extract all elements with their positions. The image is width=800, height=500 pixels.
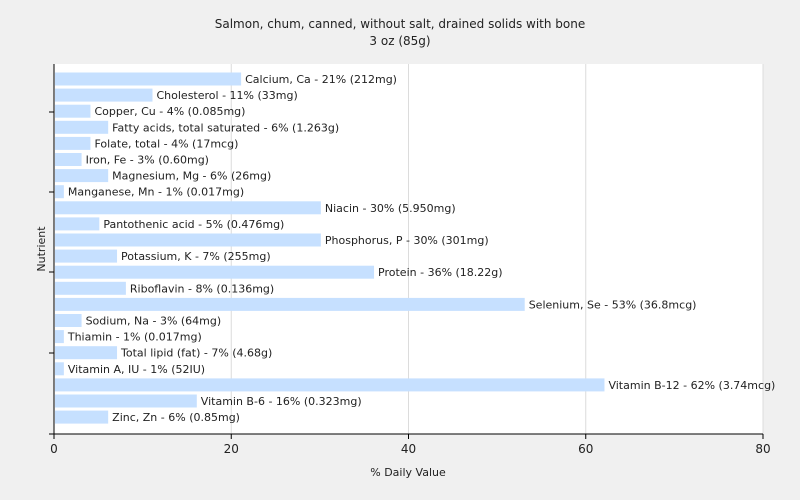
bar [55,362,64,376]
bar-label: Niacin - 30% (5.950mg) [325,202,456,215]
bar-label: Magnesium, Mg - 6% (26mg) [112,170,271,183]
bar [55,314,82,327]
bar [55,201,321,215]
gridlines [230,64,764,434]
bar-label: Thiamin - 1% (0.017mg) [67,331,202,344]
bar [55,233,321,247]
bar-label: Calcium, Ca - 21% (212mg) [245,73,397,86]
bar-label: Phosphorus, P - 30% (301mg) [325,234,489,247]
bar [55,410,109,424]
bar-label: Cholesterol - 11% (33mg) [156,89,297,102]
bar [55,153,82,166]
bar-label: Potassium, K - 7% (255mg) [121,250,271,263]
bar [55,217,100,231]
bar [55,120,109,134]
bar [55,265,375,279]
bar [55,136,91,150]
bar [55,249,118,263]
bar-label: Pantothenic acid - 5% (0.476mg) [103,218,284,231]
bar-label: Protein - 36% (18.22g) [378,266,503,279]
bar [55,297,525,311]
chart-subtitle: 3 oz (85g) [369,34,431,48]
bar-label: Manganese, Mn - 1% (0.017mg) [68,186,244,199]
x-axis-title: % Daily Value [370,466,446,479]
bar-label: Vitamin B-12 - 62% (3.74mcg) [608,379,775,392]
bar [55,104,91,118]
bar [55,185,64,199]
x-tick-label: 80 [755,442,770,456]
x-ticks: 0 20 40 60 80 [50,434,771,456]
bar-label: Riboflavin - 8% (0.136mg) [130,282,274,295]
x-tick-label: 0 [50,442,58,456]
bar [55,169,109,183]
bar-label: Vitamin B-6 - 16% (0.323mg) [201,395,362,408]
bar [55,346,118,360]
bar [55,330,64,344]
bar [55,394,197,408]
bar [55,88,153,102]
y-axis-title: Nutrient [35,226,48,272]
bars [55,72,605,424]
bar [55,72,242,86]
bar-label: Sodium, Na - 3% (64mg) [86,315,222,328]
x-tick-label: 60 [578,442,593,456]
bar-labels: Calcium, Ca - 21% (212mg) Cholesterol - 1… [67,73,775,424]
bar-label: Total lipid (fat) - 7% (4.68g) [120,347,272,360]
bar-label: Vitamin A, IU - 1% (52IU) [68,363,205,376]
bar-label: Fatty acids, total saturated - 6% (1.263… [112,121,339,134]
bar-label: Selenium, Se - 53% (36.8mcg) [529,298,697,311]
bar-label: Zinc, Zn - 6% (0.85mg) [112,411,240,424]
bar [55,378,605,392]
bar-label: Iron, Fe - 3% (0.60mg) [86,154,209,167]
bar-label: Folate, total - 4% (17mcg) [94,137,238,150]
x-tick-label: 20 [224,442,239,456]
bar-label: Copper, Cu - 4% (0.085mg) [94,105,245,118]
chart-title: Salmon, chum, canned, without salt, drai… [214,17,586,31]
bar [55,281,126,295]
x-tick-label: 40 [401,442,416,456]
chart-title-block: Salmon, chum, canned, without salt, drai… [0,16,800,50]
